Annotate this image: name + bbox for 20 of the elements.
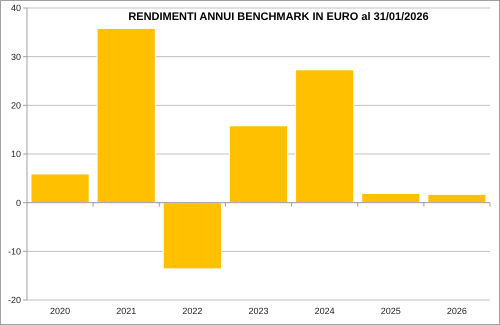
bar	[30, 173, 90, 204]
bar	[96, 28, 156, 204]
x-tick-label: 2020	[50, 306, 70, 316]
x-tick-label: 2024	[314, 306, 335, 316]
bar	[162, 202, 222, 270]
x-tick-label: 2025	[380, 306, 401, 316]
x-tick-label: 2022	[182, 306, 202, 316]
x-tick-label: 2026	[446, 306, 467, 316]
y-tick-label: 40	[10, 3, 21, 14]
y-tick-label: -20	[8, 295, 21, 306]
y-tick-label: 0	[16, 198, 21, 208]
y-tick-label: -10	[8, 246, 21, 256]
y-tick-label: 10	[10, 149, 21, 160]
x-tick-label: 2023	[248, 306, 269, 316]
chart-title: RENDIMENTI ANNUI BENCHMARK IN EURO al 31/01/2026	[128, 11, 429, 23]
bar	[228, 125, 288, 204]
bar	[295, 69, 354, 204]
x-tick-label: 2021	[116, 306, 136, 316]
y-tick-label: 30	[10, 52, 21, 62]
y-tick-label: 20	[10, 100, 21, 110]
